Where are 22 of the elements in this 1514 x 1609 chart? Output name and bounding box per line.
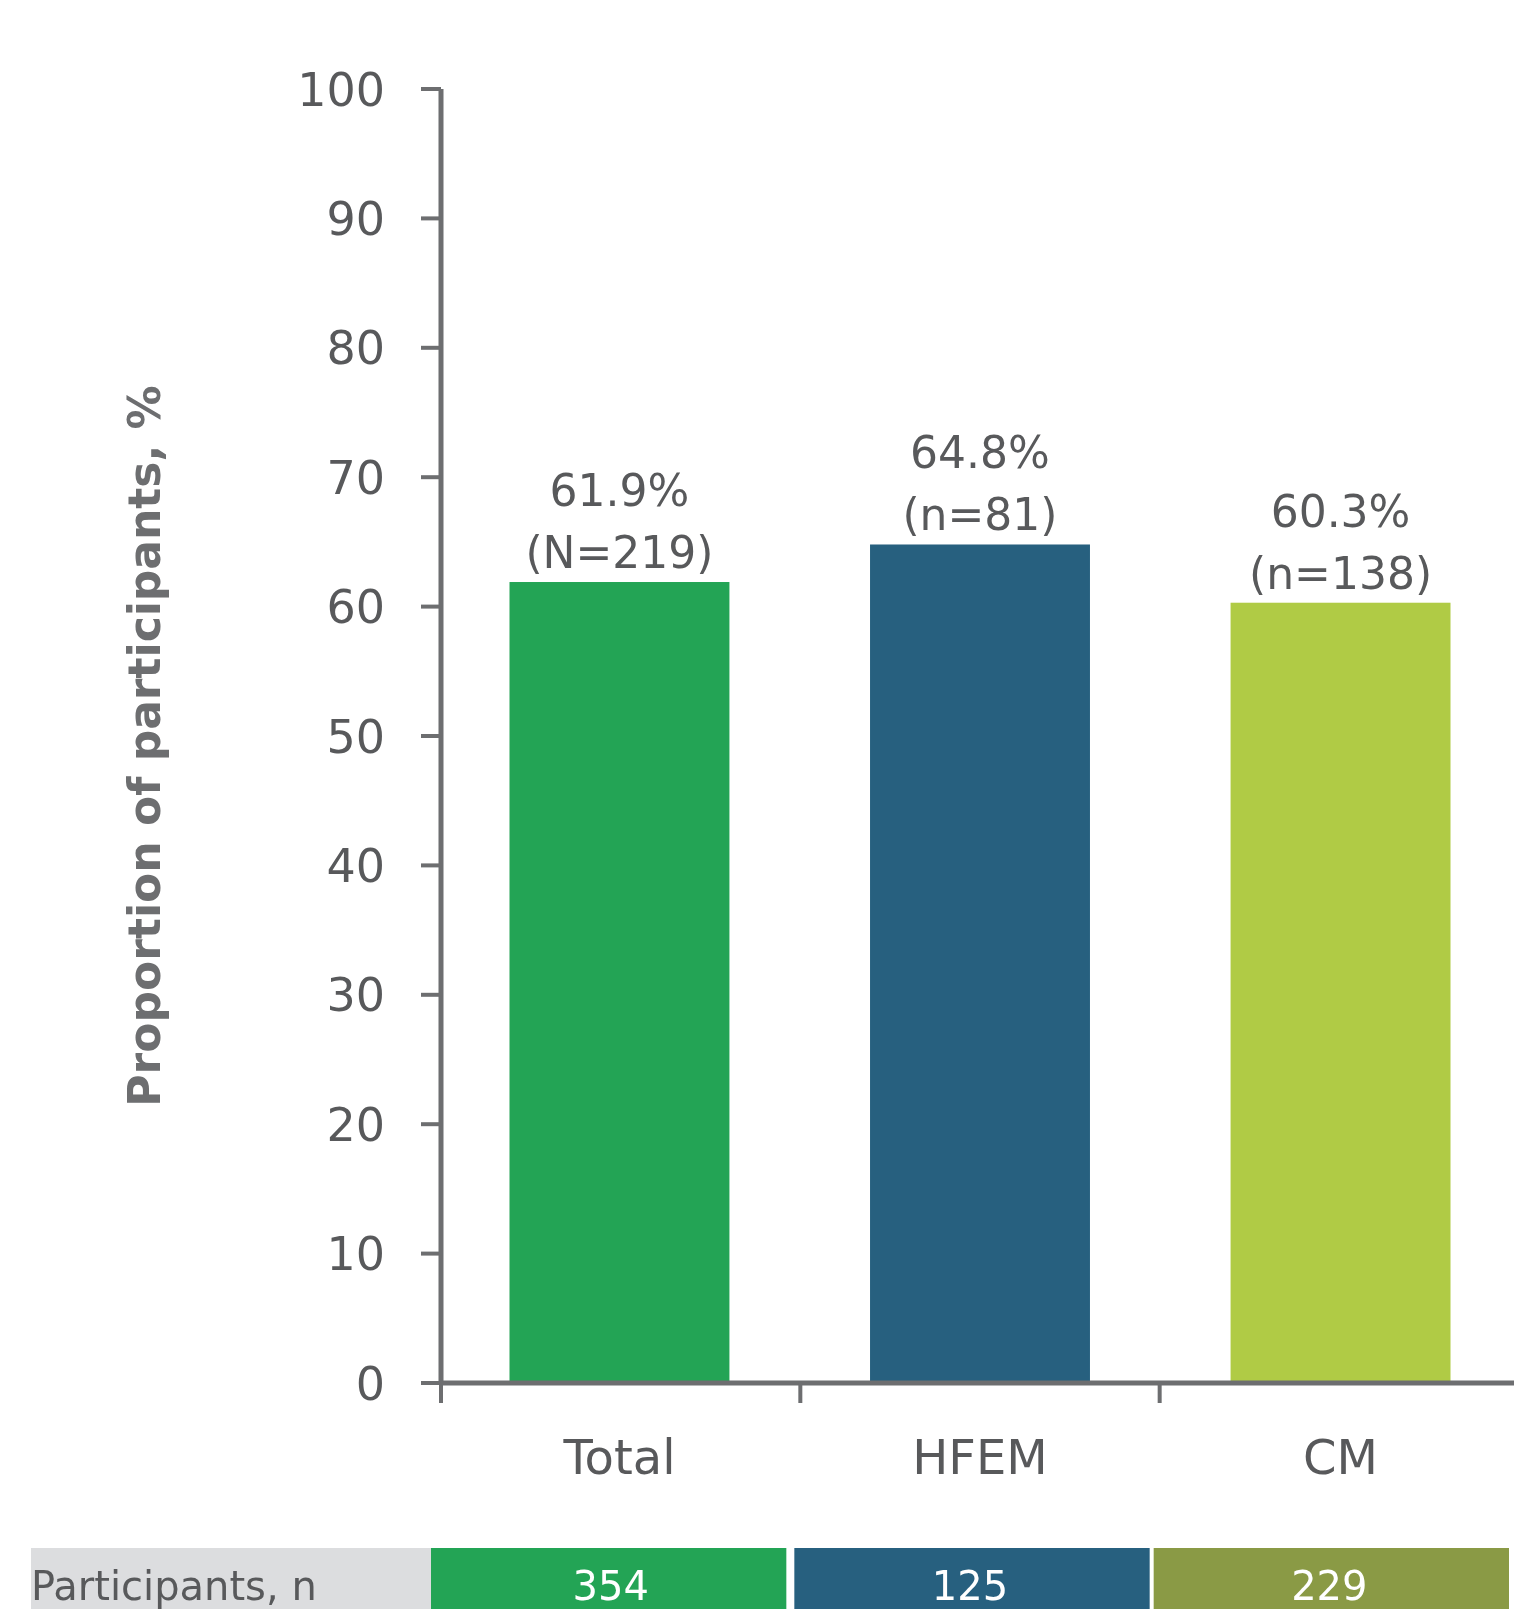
y-tick-label: 50	[326, 709, 385, 764]
text: 125	[931, 1563, 1009, 1609]
text: 229	[1291, 1563, 1368, 1609]
y-axis-title: Proportion of participants, %	[119, 385, 170, 1107]
data-label: 60.3% (n=138)	[1249, 485, 1433, 599]
y-tick-label: 30	[326, 968, 385, 1023]
y-tick-label: 40	[326, 838, 385, 893]
y-tick-label: 60	[326, 580, 385, 635]
y-tick-label: 80	[326, 321, 385, 376]
text: Participants, n	[31, 1563, 317, 1609]
y-tick-label: 90	[326, 191, 385, 246]
x-tick-label: HFEM	[912, 1429, 1048, 1485]
y-tick-label: 0	[355, 1356, 385, 1411]
y-tick-label: 70	[326, 450, 385, 505]
data-label: 61.9% (N=219)	[525, 465, 714, 579]
x-tick-label: Total	[562, 1429, 676, 1485]
text: 354	[572, 1563, 649, 1609]
y-tick-label: 100	[297, 62, 385, 117]
data-label: 64.8% (n=81)	[902, 427, 1058, 541]
y-tick-label: 10	[326, 1227, 385, 1282]
y-tick-label: 20	[326, 1097, 385, 1152]
x-tick-label: CM	[1303, 1429, 1378, 1485]
